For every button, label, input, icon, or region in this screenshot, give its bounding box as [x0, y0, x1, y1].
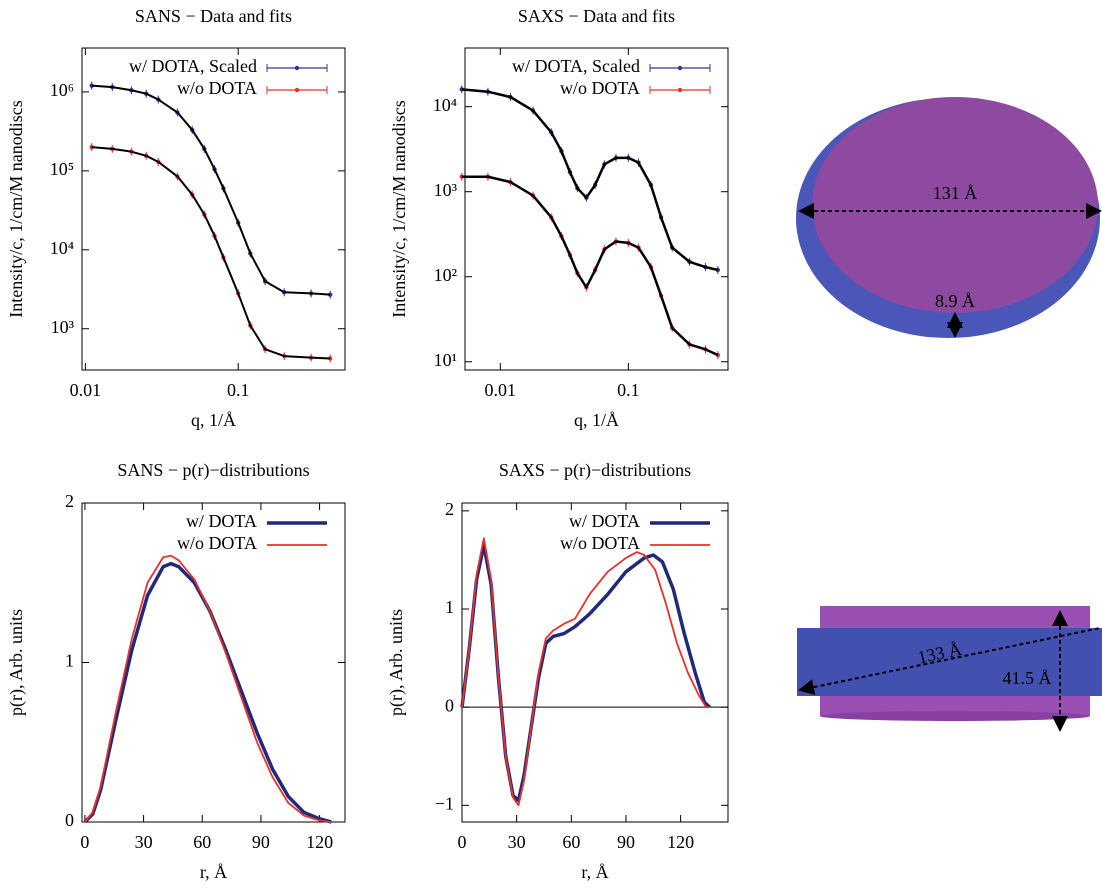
data-line — [83, 561, 332, 824]
x-tick-label: 0 — [458, 832, 467, 852]
legend-label: w/o DOTA — [560, 533, 640, 553]
disc-inner — [812, 97, 1098, 313]
top-view-diagram: 131 Å 8.9 Å — [796, 97, 1102, 338]
x-tick-label: 30 — [135, 832, 153, 852]
data-line — [461, 175, 719, 357]
x-tick-label: 0 — [80, 832, 89, 852]
y-axis-label: Intensity/c, 1/cm/M nanodiscs — [389, 100, 409, 317]
legend-label: w/ DOTA, Scaled — [129, 56, 257, 76]
x-tick-label: 0.01 — [485, 380, 517, 400]
data-line — [91, 146, 331, 360]
y-tick-label: 10² — [434, 265, 457, 285]
data-line — [461, 88, 719, 272]
plot-frame — [81, 47, 346, 371]
y-tick-label: 10⁶ — [50, 80, 74, 100]
data-line — [91, 84, 331, 296]
y-tick-label: 0 — [445, 695, 454, 715]
chart-title: SANS − Data and fits — [135, 6, 292, 26]
cylinder-band — [797, 628, 1102, 696]
plot-frame — [464, 47, 729, 371]
y-tick-label: 10⁵ — [50, 159, 74, 179]
dimension-label: 41.5 Å — [1003, 668, 1052, 688]
data-line — [84, 554, 332, 823]
x-axis-label: r, Å — [581, 862, 608, 882]
y-axis-label: Intensity/c, 1/cm/M nanodiscs — [6, 100, 26, 317]
x-axis-label: q, 1/Å — [191, 410, 236, 430]
x-axis-label: r, Å — [200, 862, 227, 882]
data-line — [460, 543, 711, 803]
y-tick-label: 10¹ — [434, 350, 457, 370]
x-tick-label: 0.1 — [227, 380, 250, 400]
dimension-label: 131 Å — [933, 183, 978, 203]
chart-title: SANS − p(r)−distributions — [117, 460, 309, 481]
legend-swatch — [294, 87, 300, 93]
x-tick-label: 120 — [667, 832, 694, 852]
cylinder-base — [820, 711, 1090, 721]
y-tick-label: 10³ — [51, 317, 75, 337]
x-tick-label: 60 — [193, 832, 211, 852]
legend-label: w/o DOTA — [560, 78, 640, 98]
x-tick-label: 30 — [508, 832, 526, 852]
legend-label: w/ DOTA, Scaled — [512, 56, 640, 76]
y-tick-label: 10⁴ — [433, 95, 457, 115]
data-line — [461, 537, 710, 807]
y-tick-label: 2 — [445, 499, 454, 519]
x-tick-label: 120 — [306, 832, 333, 852]
dimension-label: 8.9 Å — [935, 291, 975, 311]
x-tick-label: 60 — [562, 832, 580, 852]
y-tick-label: 1 — [445, 597, 454, 617]
x-tick-label: 0.1 — [617, 380, 640, 400]
plot-frame — [461, 502, 729, 823]
x-tick-label: 90 — [252, 832, 270, 852]
x-tick-label: 0.01 — [70, 380, 102, 400]
y-axis-label: p(r), Arb. units — [386, 609, 407, 716]
side-view-diagram: 133 Å 41.5 Å — [797, 606, 1102, 732]
legend-label: w/o DOTA — [177, 78, 257, 98]
dimension-line — [798, 627, 1101, 696]
y-tick-label: −1 — [435, 793, 454, 813]
y-tick-label: 1 — [65, 651, 74, 671]
legend-label: w/ DOTA — [569, 511, 640, 531]
legend-label: w/ DOTA — [186, 511, 257, 531]
y-tick-label: 10⁴ — [50, 238, 74, 258]
legend-swatch — [677, 87, 683, 93]
legend-label: w/o DOTA — [177, 533, 257, 553]
y-tick-label: 10³ — [434, 180, 458, 200]
y-axis-label: p(r), Arb. units — [6, 609, 27, 716]
chart-title: SAXS − Data and fits — [518, 6, 675, 26]
y-tick-label: 2 — [65, 491, 74, 511]
x-tick-label: 90 — [617, 832, 635, 852]
chart-title: SAXS − p(r)−distributions — [499, 460, 691, 481]
y-tick-label: 0 — [65, 810, 74, 830]
legend-swatch — [677, 65, 683, 71]
x-axis-label: q, 1/Å — [574, 410, 619, 430]
legend-swatch — [294, 65, 300, 71]
